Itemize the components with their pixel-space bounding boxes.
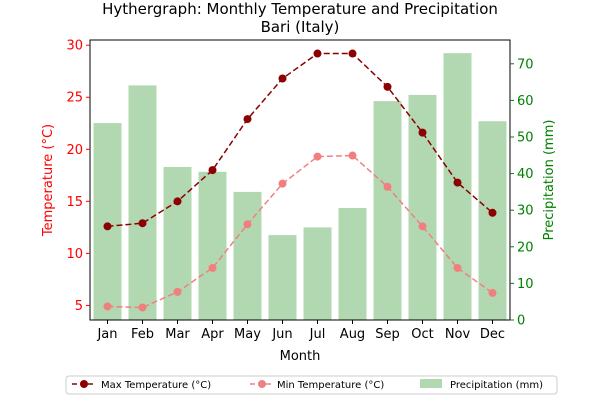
- y-right-tick-label-10: 10: [517, 277, 534, 292]
- min-temp-point-apr: [208, 263, 217, 272]
- y-axis-left-label: Temperature (°C): [41, 124, 56, 237]
- max-temp-point-dec: [488, 208, 497, 217]
- x-tick-label-jul: Jul: [309, 327, 326, 342]
- x-axis-label: Month: [280, 349, 321, 364]
- max-temp-point-jul: [313, 49, 322, 58]
- x-tick-label-nov: Nov: [445, 327, 471, 342]
- x-tick-label-mar: Mar: [165, 327, 190, 342]
- min-temp-point-feb: [138, 303, 147, 312]
- min-temp-point-sep: [383, 182, 392, 191]
- y-right-tick-label-70: 70: [517, 57, 534, 72]
- legend-min-temp-marker: [258, 380, 266, 388]
- min-temp-point-nov: [453, 263, 462, 272]
- min-temp-point-aug: [348, 151, 357, 160]
- max-temp-line: [107, 52, 493, 228]
- y-axis-left: 5 10 15 20 25 30: [66, 39, 90, 314]
- max-temp-point-jun: [278, 74, 287, 83]
- min-temp-point-dec: [488, 288, 497, 297]
- x-tick-label-apr: Apr: [201, 327, 224, 342]
- legend-max-temp-label: Max Temperature (°C): [101, 380, 211, 391]
- y-right-tick-label-0: 0: [517, 314, 525, 329]
- y-axis-right-label: Precipitation (mm): [542, 120, 557, 241]
- legend-max-temp-marker: [80, 380, 88, 388]
- max-temp-point-nov: [453, 178, 462, 187]
- precip-bar-jun: [268, 235, 297, 320]
- max-temp-point-sep: [383, 82, 392, 91]
- y-right-tick-label-40: 40: [517, 167, 534, 182]
- precip-bar-jan: [93, 123, 122, 321]
- max-temp-point-apr: [208, 166, 217, 175]
- legend-precip-swatch: [420, 379, 442, 388]
- x-tick-label-jan: Jan: [96, 327, 117, 342]
- y-left-tick-label-15: 15: [66, 195, 83, 210]
- precip-bar-mar: [163, 167, 192, 320]
- precip-bar-sep: [373, 101, 402, 321]
- x-tick-label-dec: Dec: [480, 327, 505, 342]
- max-temp-point-jan: [103, 222, 112, 231]
- x-axis: Jan Feb Mar Apr May Jun Jul Aug Sep Oct Nov Dec: [96, 320, 505, 342]
- min-temp-point-jan: [103, 302, 112, 311]
- precip-bar-apr: [198, 171, 227, 320]
- precip-bar-aug: [338, 208, 367, 320]
- y-right-tick-label-20: 20: [517, 240, 534, 255]
- x-tick-label-sep: Sep: [375, 327, 400, 342]
- max-temp-point-oct: [418, 128, 427, 137]
- legend: Max Temperature (°C) Min Temperature (°C…: [65, 375, 558, 395]
- y-right-tick-label-30: 30: [517, 204, 534, 219]
- max-temp-point-aug: [348, 49, 357, 58]
- legend-min-temp-label: Min Temperature (°C): [277, 380, 384, 391]
- chart-title-line2: Bari (Italy): [261, 18, 340, 36]
- x-tick-label-feb: Feb: [131, 327, 154, 342]
- y-left-tick-label-20: 20: [66, 143, 83, 158]
- y-axis-right: 0 10 20 30 40 50 60 70: [510, 57, 534, 329]
- precip-bar-jul: [303, 227, 332, 320]
- plot-frame: [89, 39, 511, 321]
- min-temp-point-oct: [418, 222, 427, 231]
- min-temp-line: [107, 154, 493, 309]
- x-tick-label-oct: Oct: [411, 327, 433, 342]
- min-temp-point-jun: [278, 179, 287, 188]
- y-left-tick-label-25: 25: [66, 91, 83, 106]
- chart-title-line1: Hythergraph: Monthly Temperature and Pre…: [102, 0, 498, 18]
- precipitation-bars: [93, 53, 507, 321]
- max-temp-point-feb: [138, 219, 147, 228]
- temperature-lines: [103, 49, 497, 312]
- y-left-tick-label-30: 30: [66, 39, 83, 54]
- min-temp-point-jul: [313, 152, 322, 161]
- max-temp-point-mar: [173, 197, 182, 206]
- y-left-tick-label-10: 10: [66, 247, 83, 262]
- y-right-tick-label-50: 50: [517, 130, 534, 145]
- precip-bar-may: [233, 191, 262, 320]
- max-temp-point-may: [243, 115, 252, 124]
- y-right-tick-label-60: 60: [517, 94, 534, 109]
- x-tick-label-jun: Jun: [271, 327, 292, 342]
- x-tick-label-may: May: [234, 327, 261, 342]
- x-tick-label-aug: Aug: [340, 327, 365, 342]
- legend-precip-label: Precipitation (mm): [450, 380, 543, 391]
- y-left-tick-label-5: 5: [75, 299, 83, 314]
- min-temp-point-may: [243, 220, 252, 229]
- precip-bar-feb: [128, 85, 157, 320]
- min-temp-point-mar: [173, 287, 182, 296]
